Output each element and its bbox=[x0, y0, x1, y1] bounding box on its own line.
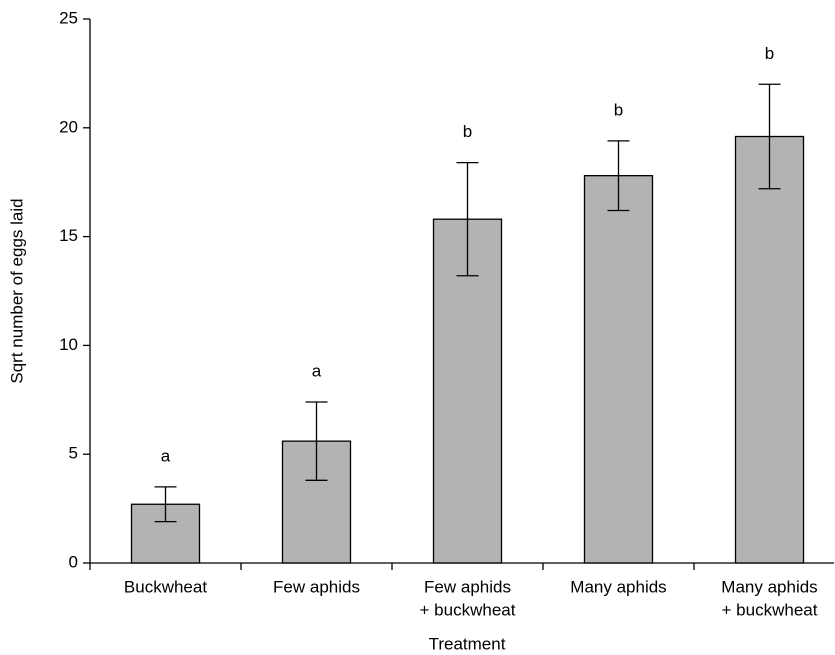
bar bbox=[130, 503, 201, 564]
x-tick-label: + buckwheat bbox=[722, 600, 818, 619]
bar bbox=[432, 218, 503, 564]
x-tick-label: + buckwheat bbox=[420, 600, 516, 619]
y-tick-label: 0 bbox=[69, 552, 78, 571]
bar bbox=[583, 175, 654, 564]
x-tick-label: Few aphids bbox=[273, 577, 360, 596]
significance-letter: a bbox=[312, 361, 322, 380]
y-tick-label: 10 bbox=[59, 335, 78, 354]
x-tick-label: Many aphids bbox=[570, 577, 666, 596]
x-axis-label: Treatment bbox=[429, 634, 506, 653]
y-tick-label: 15 bbox=[59, 226, 78, 245]
y-axis-label: Sqrt number of eggs laid bbox=[7, 198, 26, 383]
y-tick-label: 5 bbox=[69, 444, 78, 463]
x-tick-label: Buckwheat bbox=[124, 577, 207, 596]
significance-letter: b bbox=[614, 100, 623, 119]
bar bbox=[734, 135, 805, 564]
y-tick-label: 25 bbox=[59, 8, 78, 27]
y-tick-label: 20 bbox=[59, 117, 78, 136]
significance-letter: b bbox=[463, 122, 472, 141]
significance-letter: b bbox=[765, 44, 774, 63]
x-tick-label: Many aphids bbox=[721, 577, 817, 596]
significance-letter: a bbox=[161, 446, 171, 465]
x-tick-label: Few aphids bbox=[424, 577, 511, 596]
